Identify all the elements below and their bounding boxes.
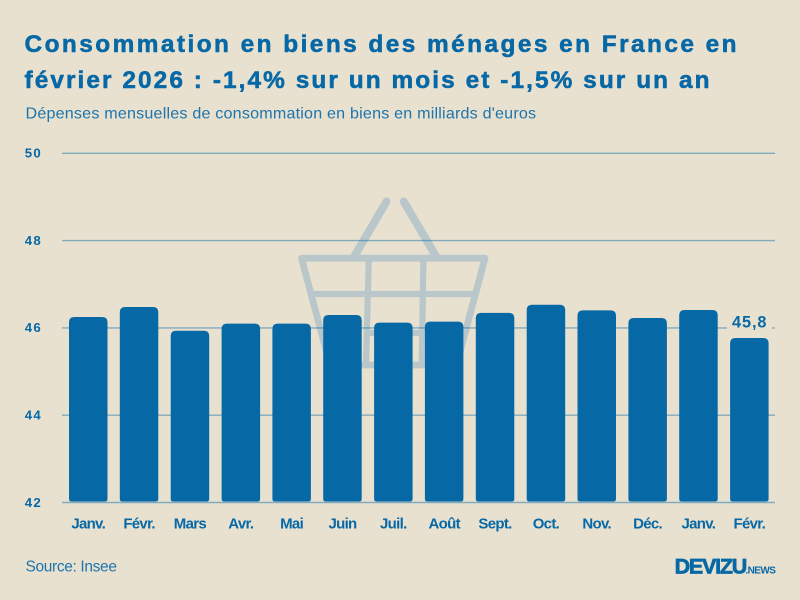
svg-text:Mars: Mars xyxy=(174,516,207,533)
svg-text:février 2026 : -1,4% sur un mo: février 2026 : -1,4% sur un mois et -1,5… xyxy=(25,67,712,94)
svg-text:48: 48 xyxy=(25,233,42,248)
svg-text:Déc.: Déc. xyxy=(633,516,662,533)
svg-text:Janv.: Janv. xyxy=(71,516,105,533)
svg-text:Mai: Mai xyxy=(280,516,303,533)
svg-text:Juin: Juin xyxy=(328,516,357,533)
svg-text:Juil.: Juil. xyxy=(380,516,407,533)
svg-text:Nov.: Nov. xyxy=(582,516,611,533)
svg-text:Consommation en biens des ména: Consommation en biens des ménages en Fra… xyxy=(25,31,740,58)
svg-text:.NEWS: .NEWS xyxy=(746,565,777,576)
svg-text:Oct.: Oct. xyxy=(533,516,560,533)
svg-text:46: 46 xyxy=(25,320,42,335)
svg-text:Sept.: Sept. xyxy=(478,516,512,533)
svg-text:Août: Août xyxy=(429,516,461,533)
svg-text:44: 44 xyxy=(25,408,42,423)
svg-text:DEVIZU: DEVIZU xyxy=(675,554,747,578)
svg-text:45,8: 45,8 xyxy=(732,314,768,332)
svg-text:Févr.: Févr. xyxy=(123,516,155,533)
svg-text:Janv.: Janv. xyxy=(682,516,716,533)
svg-text:50: 50 xyxy=(25,146,42,161)
svg-text:Dépenses mensuelles de consomm: Dépenses mensuelles de consommation en b… xyxy=(26,105,537,123)
svg-text:42: 42 xyxy=(25,495,42,510)
svg-text:Févr.: Févr. xyxy=(734,516,766,533)
svg-text:Avr.: Avr. xyxy=(228,516,254,533)
svg-text:Source: Insee: Source: Insee xyxy=(26,558,117,575)
